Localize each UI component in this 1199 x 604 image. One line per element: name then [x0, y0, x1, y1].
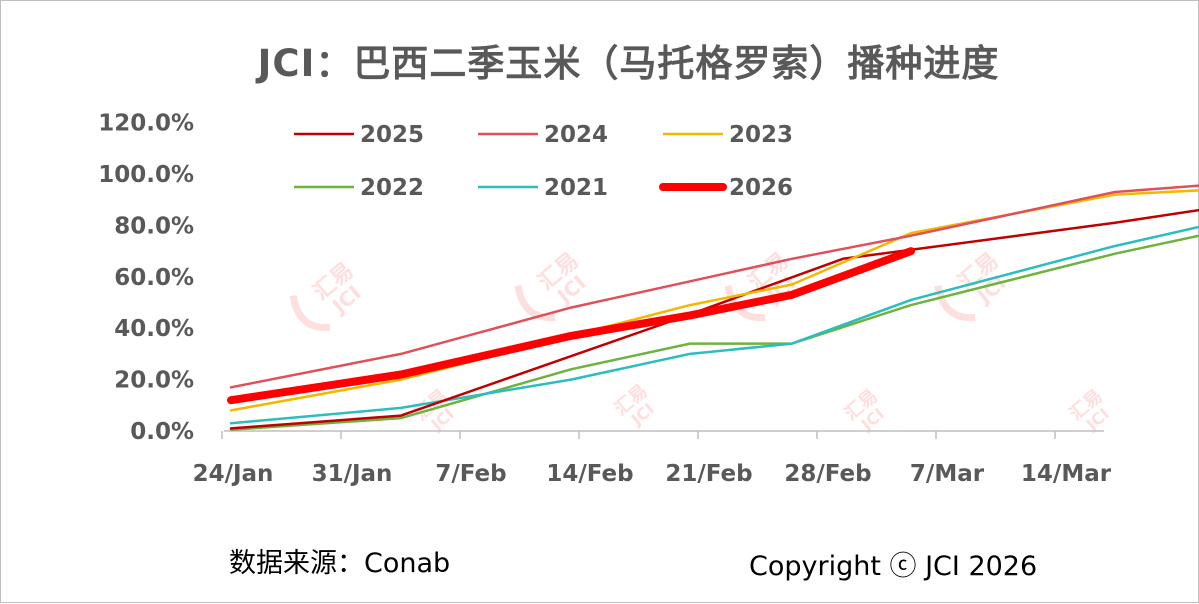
y-tick-label: 20.0% [114, 368, 194, 394]
y-tick-label: 80.0% [114, 213, 194, 239]
legend-label-2021: 2021 [544, 175, 608, 201]
y-tick-label: 0.0% [130, 419, 194, 445]
x-tick-label: 24/Jan [193, 461, 274, 487]
legend-label-2024: 2024 [544, 122, 608, 148]
legend-label-2022: 2022 [360, 175, 424, 201]
y-tick-label: 100.0% [98, 162, 194, 188]
copyright-note: Copyright ⓒ JCI 2026 [749, 551, 1038, 582]
y-tick-label: 60.0% [114, 265, 194, 291]
x-tick-label: 28/Feb [784, 461, 871, 487]
y-tick-label: 120.0% [98, 111, 194, 137]
x-tick-label: 31/Jan [312, 461, 393, 487]
data-source-note: 数据来源：Conab [229, 548, 451, 579]
x-tick-label: 7/Mar [910, 461, 985, 487]
y-tick-label: 40.0% [114, 316, 194, 342]
legend-label-2026: 2026 [729, 175, 793, 201]
x-tick-label: 14/Mar [1021, 461, 1112, 487]
series-line-2024 [229, 184, 1199, 389]
chart-title: JCI：巴西二季玉米（马托格罗索）播种进度 [257, 42, 1000, 85]
legend-label-2025: 2025 [360, 122, 424, 148]
legend-label-2023: 2023 [729, 122, 793, 148]
x-tick-label: 7/Feb [435, 461, 506, 487]
x-tick-label: 14/Feb [546, 461, 633, 487]
series-line-2021 [229, 225, 1199, 425]
x-tick-label: 21/Feb [665, 461, 752, 487]
series-line-2025 [229, 208, 1199, 430]
series-line-2026 [227, 247, 915, 405]
